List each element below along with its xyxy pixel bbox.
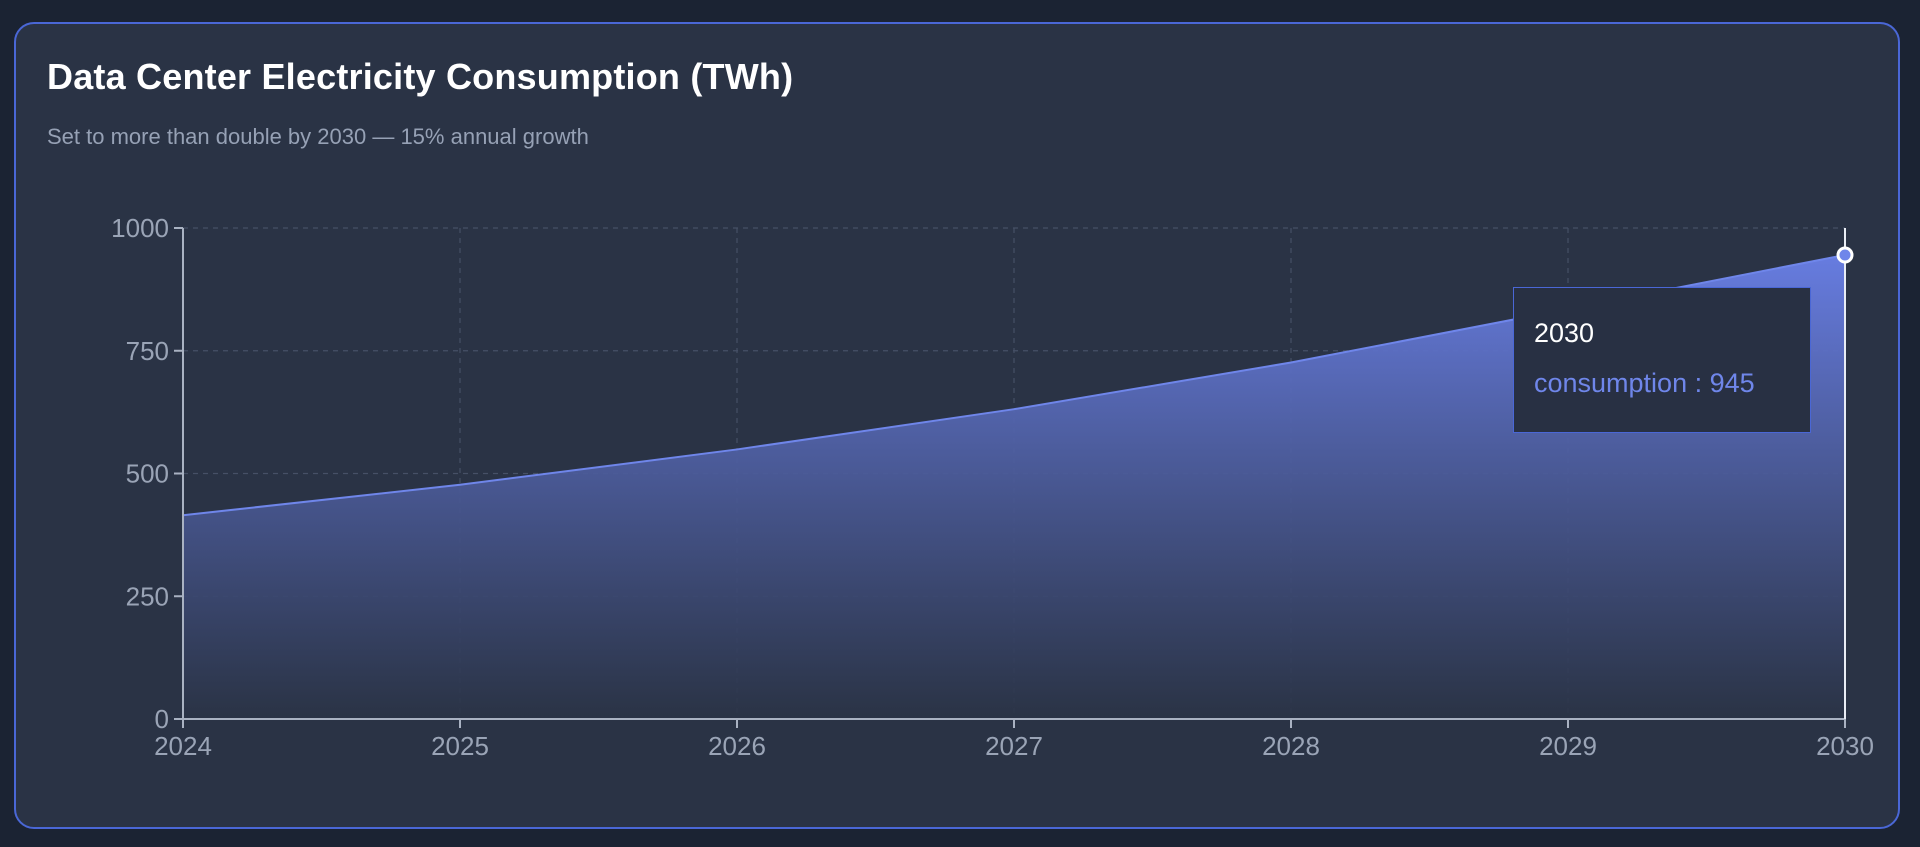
x-tick-label: 2027: [985, 731, 1043, 761]
chart-title: Data Center Electricity Consumption (TWh…: [47, 56, 794, 97]
y-tick-label: 500: [126, 459, 169, 489]
tick-labels: 0 250 500 750 1000 2024 2025 2026 2027 2028 2029 20…: [111, 213, 1874, 761]
x-tick-label: 2024: [154, 731, 212, 761]
tooltip-value: consumption : 945: [1534, 368, 1755, 398]
y-tick-label: 1000: [111, 213, 169, 243]
consumption-area: [183, 255, 1845, 719]
y-tick-label: 250: [126, 581, 169, 611]
tooltip: 2030 consumption : 945: [1513, 287, 1811, 433]
y-tick-label: 750: [126, 336, 169, 366]
data-points[interactable]: [1836, 246, 1854, 264]
axes: [174, 227, 1846, 728]
x-tick-label: 2029: [1539, 731, 1597, 761]
tooltip-label: 2030: [1534, 318, 1595, 348]
chart-subtitle: Set to more than double by 2030 — 15% an…: [47, 124, 589, 149]
x-tick-label: 2025: [431, 731, 489, 761]
x-tick-label: 2030: [1816, 731, 1874, 761]
y-tick-label: 0: [155, 704, 169, 734]
x-tick-label: 2028: [1262, 731, 1320, 761]
active-data-point[interactable]: [1836, 246, 1854, 264]
x-tick-label: 2026: [708, 731, 766, 761]
